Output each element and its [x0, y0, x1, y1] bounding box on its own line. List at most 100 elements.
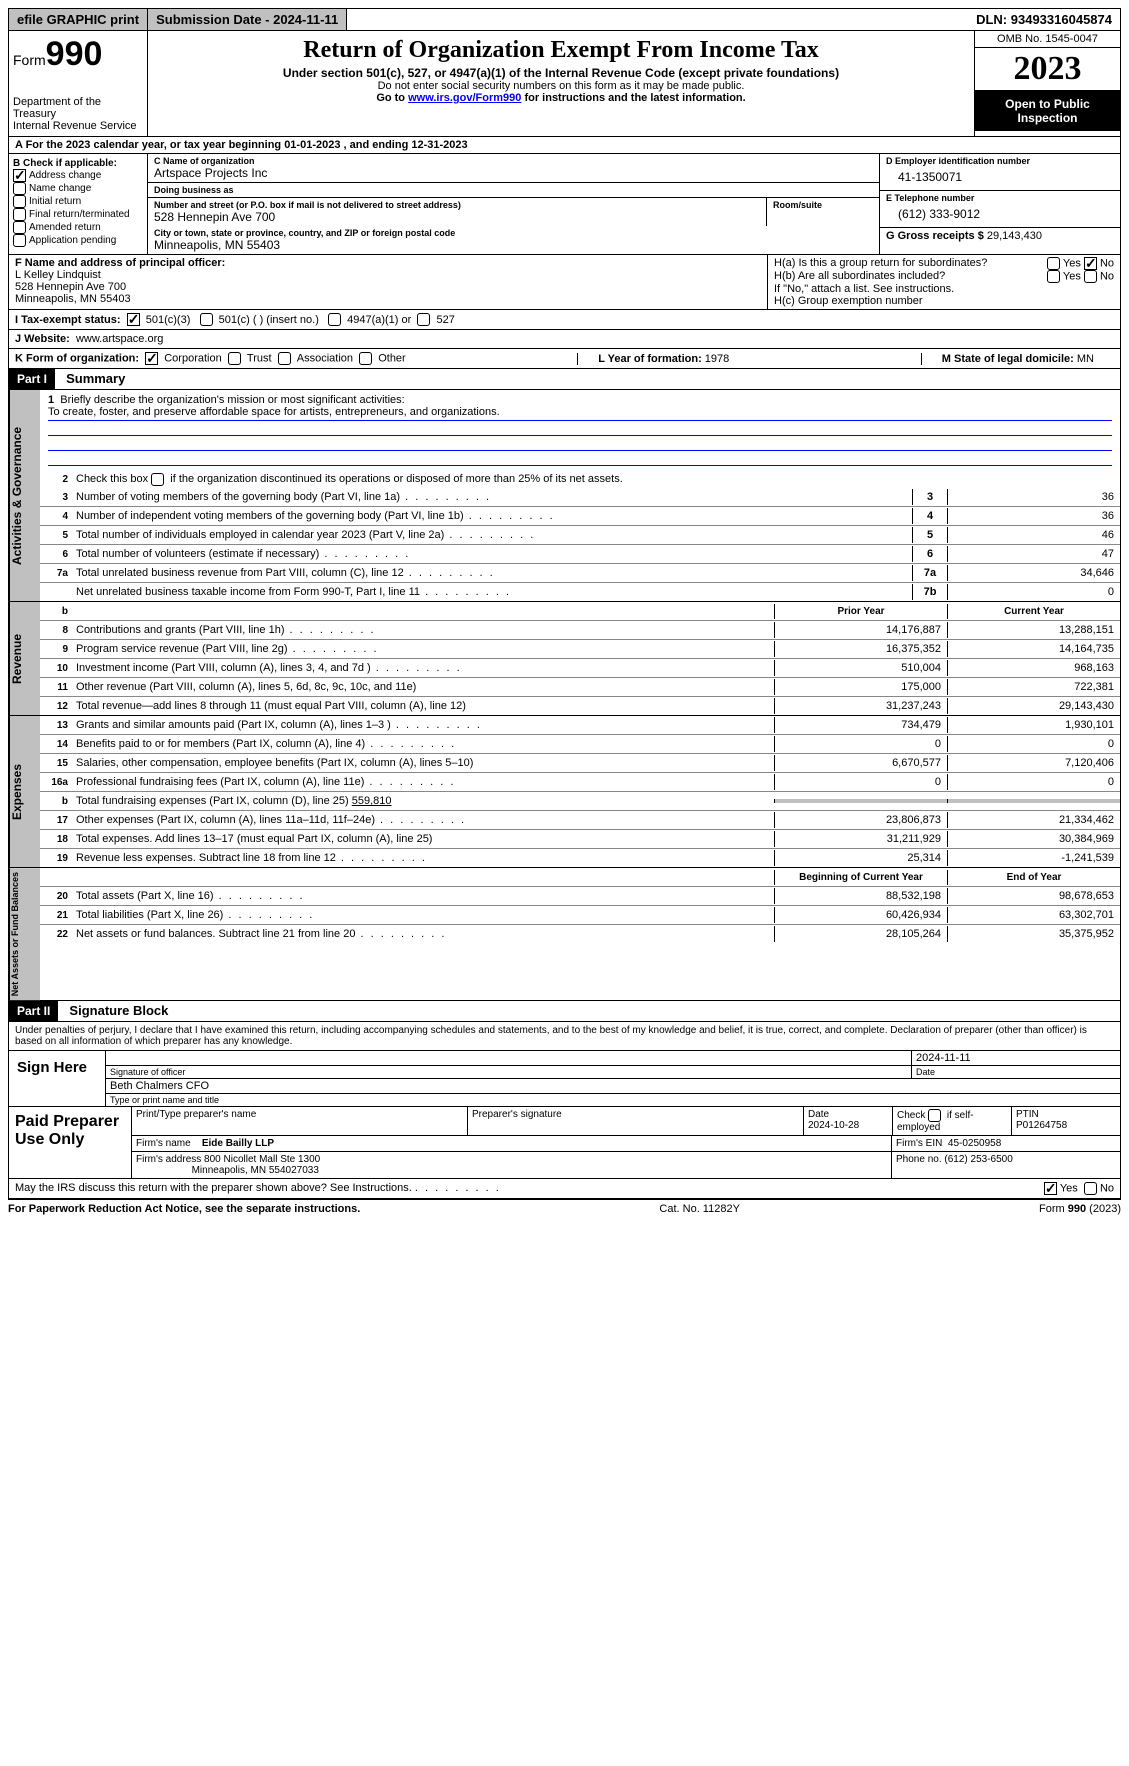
- form-number: Form990: [13, 35, 143, 74]
- discuss-yes[interactable]: [1044, 1182, 1057, 1195]
- l8-curr: 13,288,151: [947, 622, 1120, 638]
- box-j: J Website: www.artspace.org: [8, 330, 1121, 349]
- l9-curr: 14,164,735: [947, 641, 1120, 657]
- top-bar: efile GRAPHIC print Submission Date - 20…: [8, 8, 1121, 31]
- l5-val: 46: [947, 527, 1120, 543]
- check-address-change[interactable]: [13, 169, 26, 182]
- form-subtitle: Under section 501(c), 527, or 4947(a)(1)…: [152, 66, 970, 80]
- l20-beg: 88,532,198: [774, 888, 947, 904]
- dln: DLN: 93493316045874: [968, 9, 1120, 30]
- gross-receipts: 29,143,430: [987, 230, 1042, 242]
- box-b: B Check if applicable: Address change Na…: [9, 154, 148, 254]
- check-app-pending[interactable]: [13, 234, 26, 247]
- entity-info: B Check if applicable: Address change Na…: [8, 154, 1121, 255]
- hdr-current-year: Current Year: [947, 604, 1120, 619]
- l22-end: 35,375,952: [947, 926, 1120, 942]
- prep-date: 2024-10-28: [808, 1120, 859, 1131]
- l14-curr: 0: [947, 736, 1120, 752]
- l15-prior: 6,670,577: [774, 755, 947, 771]
- part2-header: Part II Signature Block: [8, 1001, 1121, 1022]
- firm-ein: 45-0250958: [948, 1138, 1001, 1149]
- section-a-period: A For the 2023 calendar year, or tax yea…: [8, 137, 1121, 154]
- check-name-change[interactable]: [13, 182, 26, 195]
- l3-val: 36: [947, 489, 1120, 505]
- page-footer: For Paperwork Reduction Act Notice, see …: [8, 1199, 1121, 1215]
- l20-end: 98,678,653: [947, 888, 1120, 904]
- ein: 41-1350071: [886, 166, 1114, 188]
- perjury-declaration: Under penalties of perjury, I declare th…: [8, 1022, 1121, 1051]
- tab-revenue: Revenue: [9, 602, 40, 715]
- i-501c[interactable]: [200, 313, 213, 326]
- check-amended[interactable]: [13, 221, 26, 234]
- ha-no[interactable]: [1084, 257, 1097, 270]
- l22-beg: 28,105,264: [774, 926, 947, 942]
- may-irs-discuss: May the IRS discuss this return with the…: [8, 1179, 1121, 1199]
- k-other[interactable]: [359, 352, 372, 365]
- website: www.artspace.org: [76, 333, 163, 345]
- sig-date: 2024-11-11: [912, 1051, 1120, 1066]
- hb-yes[interactable]: [1047, 270, 1060, 283]
- l6-val: 47: [947, 546, 1120, 562]
- l19-curr: -1,241,539: [947, 850, 1120, 866]
- hb-no[interactable]: [1084, 270, 1097, 283]
- l7b-val: 0: [947, 584, 1120, 600]
- self-employed-check[interactable]: [928, 1109, 941, 1122]
- omb-number: OMB No. 1545-0047: [975, 31, 1120, 48]
- row-f-h: F Name and address of principal officer:…: [8, 255, 1121, 310]
- box-f: F Name and address of principal officer:…: [9, 255, 767, 309]
- part1-expenses: Expenses 13Grants and similar amounts pa…: [8, 716, 1121, 868]
- l2-check[interactable]: [151, 473, 164, 486]
- l16a-prior: 0: [774, 774, 947, 790]
- discuss-no[interactable]: [1084, 1182, 1097, 1195]
- k-corp[interactable]: [145, 352, 158, 365]
- firm-addr: 800 Nicollet Mall Ste 1300: [204, 1154, 320, 1165]
- form-year: Form 990 (2023): [1039, 1203, 1121, 1215]
- check-initial-return[interactable]: [13, 195, 26, 208]
- form-header: Form990 Department of the Treasury Inter…: [8, 31, 1121, 137]
- tab-netassets: Net Assets or Fund Balances: [9, 868, 40, 1000]
- l8-prior: 14,176,887: [774, 622, 947, 638]
- open-inspection: Open to Public Inspection: [975, 91, 1120, 131]
- year-formation: 1978: [705, 353, 729, 365]
- l10-curr: 968,163: [947, 660, 1120, 676]
- domicile-state: MN: [1077, 353, 1094, 365]
- l7a-val: 34,646: [947, 565, 1120, 581]
- cat-no: Cat. No. 11282Y: [659, 1203, 740, 1215]
- l19-prior: 25,314: [774, 850, 947, 866]
- box-c: C Name of organization Artspace Projects…: [148, 154, 879, 254]
- l13-prior: 734,479: [774, 717, 947, 733]
- ssn-note: Do not enter social security numbers on …: [152, 80, 970, 92]
- box-klm: K Form of organization: Corporation Trus…: [8, 349, 1121, 369]
- officer-signed-name: Beth Chalmers CFO: [106, 1079, 1120, 1094]
- i-527[interactable]: [417, 313, 430, 326]
- l10-prior: 510,004: [774, 660, 947, 676]
- k-trust[interactable]: [228, 352, 241, 365]
- check-final-return[interactable]: [13, 208, 26, 221]
- hdr-beg-year: Beginning of Current Year: [774, 870, 947, 885]
- org-name: Artspace Projects Inc: [154, 166, 873, 180]
- dept-treasury: Department of the Treasury: [13, 96, 143, 120]
- part1-netassets: Net Assets or Fund Balances Beginning of…: [8, 868, 1121, 1001]
- ptin: P01264758: [1016, 1120, 1067, 1131]
- officer-name: L Kelley Lindquist: [15, 269, 101, 281]
- l18-prior: 31,211,929: [774, 831, 947, 847]
- i-4947[interactable]: [328, 313, 341, 326]
- box-deg: D Employer identification number 41-1350…: [879, 154, 1120, 254]
- ha-yes[interactable]: [1047, 257, 1060, 270]
- k-assoc[interactable]: [278, 352, 291, 365]
- sign-here-block: Sign Here 2024-11-11 Signature of office…: [8, 1051, 1121, 1107]
- i-501c3[interactable]: [127, 313, 140, 326]
- efile-label: efile GRAPHIC print: [9, 9, 148, 30]
- paperwork-notice: For Paperwork Reduction Act Notice, see …: [8, 1203, 360, 1215]
- tab-governance: Activities & Governance: [9, 390, 40, 601]
- instructions-link: Go to www.irs.gov/Form990 for instructio…: [152, 92, 970, 104]
- l4-val: 36: [947, 508, 1120, 524]
- firm-phone: (612) 253-6500: [944, 1154, 1012, 1165]
- city-state-zip: Minneapolis, MN 55403: [154, 238, 873, 252]
- l14-prior: 0: [774, 736, 947, 752]
- l17-curr: 21,334,462: [947, 812, 1120, 828]
- l16a-curr: 0: [947, 774, 1120, 790]
- hdr-prior-year: Prior Year: [774, 604, 947, 619]
- l13-curr: 1,930,101: [947, 717, 1120, 733]
- form990-link[interactable]: www.irs.gov/Form990: [408, 92, 521, 104]
